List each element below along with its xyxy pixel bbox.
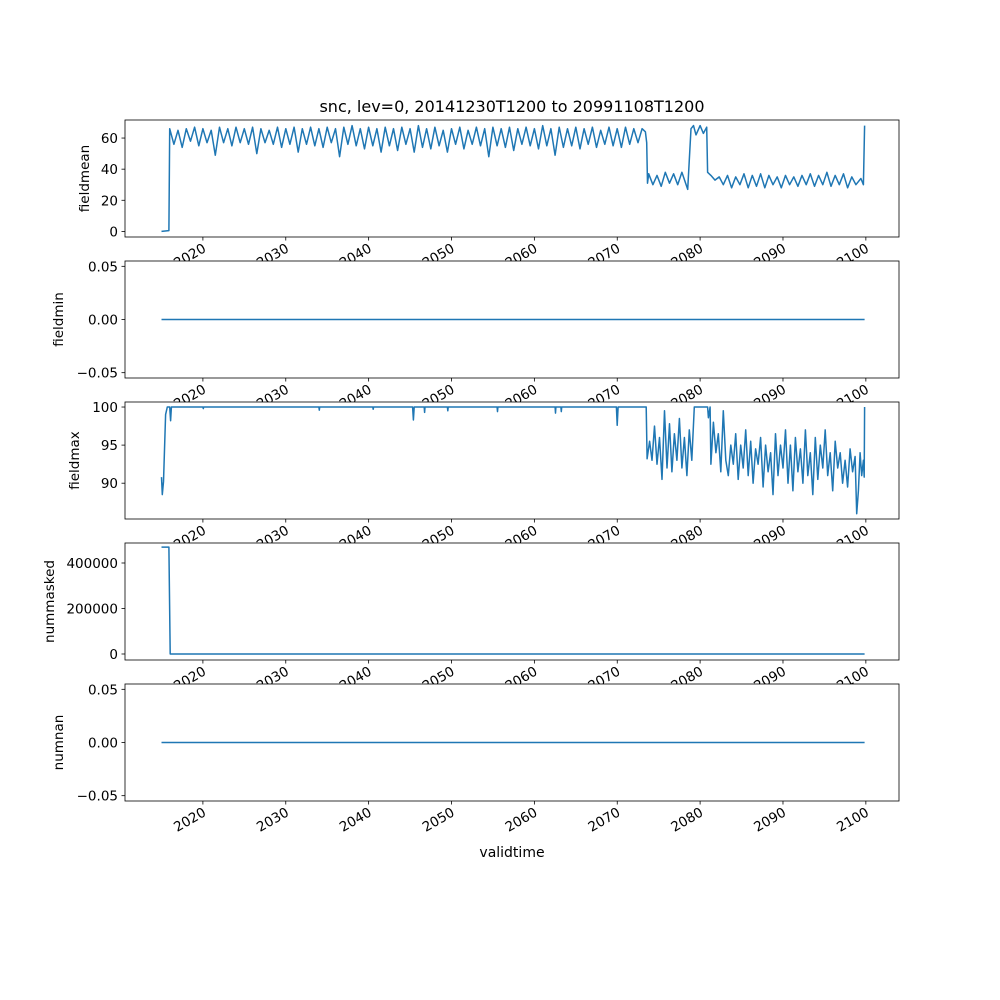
nummasked-line <box>161 546 865 655</box>
y-tick-label: 40 <box>101 162 118 178</box>
y-tick-label: 0 <box>109 224 118 240</box>
y-tick-label: −0.05 <box>77 789 118 805</box>
fieldmean-line <box>161 124 866 233</box>
plot-area <box>125 543 899 660</box>
y-tick-label: 0.05 <box>88 682 118 698</box>
axes-frame <box>124 542 900 661</box>
y-tick-label: 0 <box>109 647 118 663</box>
x-axis-label: validtime <box>479 845 544 861</box>
y-tick-label: 0.00 <box>88 736 118 752</box>
chart-title: snc, lev=0, 20141230T1200 to 20991108T12… <box>319 97 704 116</box>
y-tick-label: 20 <box>101 193 118 209</box>
y-tick-label: 95 <box>101 438 118 454</box>
y-tick-label: 60 <box>101 131 118 147</box>
y-axis-label: fieldmax <box>67 431 83 490</box>
y-axis-label: nummasked <box>42 560 58 643</box>
y-tick-label: 0.00 <box>88 313 118 329</box>
y-tick-label: 0.05 <box>88 259 118 275</box>
y-tick-label: 90 <box>101 476 118 492</box>
y-tick-label: 100 <box>92 400 118 416</box>
y-axis-label: numnan <box>51 715 67 771</box>
fieldmax-line <box>160 406 866 515</box>
y-axis-label: fieldmin <box>51 292 67 347</box>
axes-frame <box>124 401 900 520</box>
y-axis-label: fieldmean <box>77 145 93 212</box>
y-tick-label: 200000 <box>66 601 118 617</box>
axes-frame <box>124 119 900 238</box>
y-tick-label: 400000 <box>66 556 118 572</box>
y-tick-label: −0.05 <box>77 366 118 382</box>
